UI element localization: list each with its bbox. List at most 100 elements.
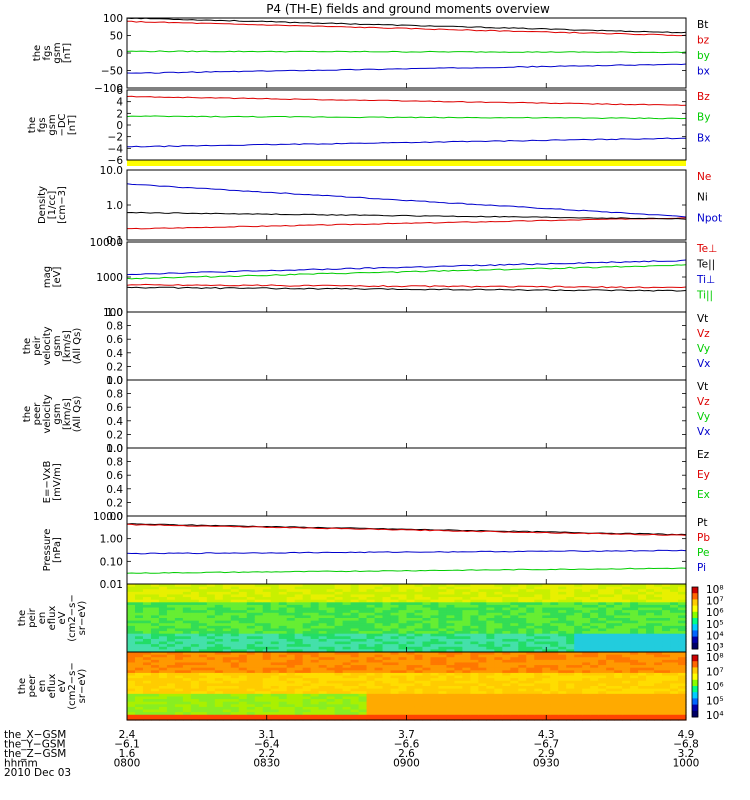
heatmap-cell xyxy=(654,693,663,698)
heatmap-cell xyxy=(502,704,511,708)
heatmap-cell xyxy=(510,646,519,650)
heatmap-cell xyxy=(374,644,384,648)
heatmap-cell xyxy=(598,675,607,679)
heatmap-cell xyxy=(454,696,463,700)
heatmap-cell xyxy=(214,610,224,614)
heatmap-cell xyxy=(198,701,208,705)
heatmap-cell xyxy=(158,670,168,674)
heatmap-cell xyxy=(678,696,687,700)
heatmap-cell xyxy=(406,610,416,614)
heatmap-cell xyxy=(174,620,184,624)
heatmap-cell xyxy=(134,693,144,698)
heatmap-cell xyxy=(446,714,456,718)
heatmap-cell xyxy=(270,706,280,711)
heatmap-cell xyxy=(230,699,240,703)
heatmap-cell xyxy=(406,701,416,705)
heatmap-cell xyxy=(518,714,527,718)
heatmap-cell xyxy=(478,657,487,661)
heatmap-cell xyxy=(374,594,384,598)
heatmap-cell xyxy=(390,717,400,721)
heatmap-cell xyxy=(606,584,615,588)
heatmap-cell xyxy=(310,704,320,708)
heatmap-cell xyxy=(382,602,392,606)
heatmap-cell xyxy=(206,717,216,721)
heatmap-cell xyxy=(390,638,400,643)
heatmap-cell xyxy=(222,657,232,661)
heatmap-cell xyxy=(302,680,312,684)
heatmap-cell xyxy=(127,688,136,692)
heatmap-cell xyxy=(190,604,200,609)
heatmap-cell xyxy=(502,646,511,650)
heatmap-cell xyxy=(127,657,136,661)
heatmap-cell xyxy=(478,652,487,656)
heatmap-cell xyxy=(630,680,639,684)
heatmap-cell xyxy=(398,641,408,645)
heatmap-cell xyxy=(606,680,615,684)
heatmap-cell xyxy=(158,678,168,682)
heatmap-cell xyxy=(486,638,495,643)
heatmap-cell xyxy=(550,594,559,598)
heatmap-cell xyxy=(462,623,471,627)
heatmap-cell xyxy=(358,618,368,622)
y-axis-label: gsm xyxy=(52,42,63,63)
heatmap-cell xyxy=(574,696,583,700)
heatmap-cell xyxy=(414,680,424,684)
heatmap-cell xyxy=(670,680,679,684)
heatmap-cell xyxy=(494,625,503,630)
heatmap-cell xyxy=(438,675,448,679)
heatmap-cell xyxy=(606,636,615,640)
heatmap-cell xyxy=(662,706,671,711)
heatmap-cell xyxy=(462,706,471,711)
heatmap-cell xyxy=(638,693,647,698)
heatmap-cell xyxy=(302,701,312,705)
heatmap-cell xyxy=(662,670,671,674)
heatmap-cell xyxy=(294,591,304,596)
colorbar-swatch xyxy=(692,655,698,662)
heatmap-cell xyxy=(542,644,551,648)
heatmap-cell xyxy=(318,688,328,692)
heatmap-cell xyxy=(382,618,392,622)
heatmap-cell xyxy=(662,586,671,590)
heatmap-cell xyxy=(254,625,264,630)
heatmap-cell xyxy=(127,659,136,664)
heatmap-cell xyxy=(127,691,136,695)
heatmap-cell xyxy=(350,659,360,664)
heatmap-cell xyxy=(294,589,304,593)
heatmap-cell xyxy=(582,706,591,711)
heatmap-cell xyxy=(558,688,567,692)
heatmap-cell xyxy=(654,610,663,614)
heatmap-cell xyxy=(374,699,384,703)
heatmap-cell xyxy=(406,712,416,716)
heatmap-cell xyxy=(454,612,463,616)
heatmap-cell xyxy=(302,667,312,671)
y-tick-label: −6 xyxy=(108,155,124,167)
heatmap-cell xyxy=(590,633,599,637)
heatmap-cell xyxy=(406,662,416,666)
heatmap-cell xyxy=(230,602,240,606)
heatmap-cell xyxy=(174,644,184,648)
heatmap-cell xyxy=(678,607,687,611)
heatmap-cell xyxy=(134,667,144,671)
heatmap-cell xyxy=(678,683,687,687)
heatmap-cell xyxy=(526,638,535,643)
heatmap-cell xyxy=(214,620,224,624)
heatmap-cell xyxy=(142,641,152,645)
heatmap-cell xyxy=(574,649,583,653)
heatmap-cell xyxy=(590,680,599,684)
series-line-bz xyxy=(126,20,687,37)
heatmap-cell xyxy=(366,604,376,609)
heatmap-cell xyxy=(294,691,304,695)
heatmap-cell xyxy=(542,594,551,598)
heatmap-cell xyxy=(350,704,360,708)
heatmap-cell xyxy=(622,589,631,593)
heatmap-cell xyxy=(414,618,424,622)
heatmap-cell xyxy=(366,584,376,588)
heatmap-cell xyxy=(262,625,272,630)
heatmap-cell xyxy=(614,691,623,695)
heatmap-cell xyxy=(198,686,208,690)
heatmap-cell xyxy=(150,701,160,705)
heatmap-cell xyxy=(638,618,647,622)
heatmap-cell xyxy=(622,706,631,711)
heatmap-cell xyxy=(414,591,424,596)
heatmap-cell xyxy=(206,706,216,711)
